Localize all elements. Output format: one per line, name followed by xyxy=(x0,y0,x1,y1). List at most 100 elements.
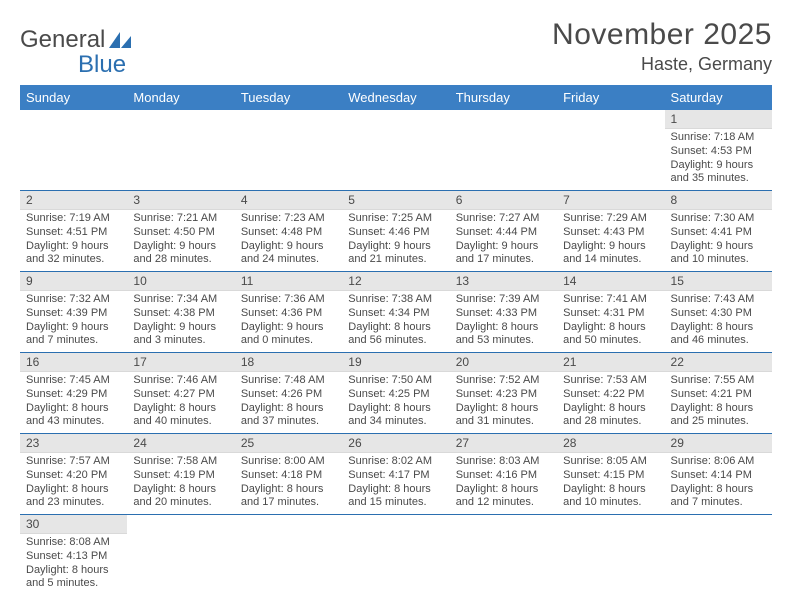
calendar-day-cell: 11Sunrise: 7:36 AMSunset: 4:36 PMDayligh… xyxy=(235,272,342,353)
day-info: Sunrise: 8:02 AMSunset: 4:17 PMDaylight:… xyxy=(342,453,449,514)
sunset-text: Sunset: 4:43 PM xyxy=(563,226,658,240)
sunset-text: Sunset: 4:18 PM xyxy=(241,469,336,483)
weekday-header: Thursday xyxy=(450,85,557,110)
sunrise-text: Sunrise: 7:27 AM xyxy=(456,212,551,226)
calendar-day-cell: 8Sunrise: 7:30 AMSunset: 4:41 PMDaylight… xyxy=(665,191,772,272)
daylight-text: Daylight: 8 hours and 34 minutes. xyxy=(348,402,443,430)
day-number: 11 xyxy=(235,272,342,291)
sunrise-text: Sunrise: 7:30 AM xyxy=(671,212,766,226)
calendar-day-cell: 7Sunrise: 7:29 AMSunset: 4:43 PMDaylight… xyxy=(557,191,664,272)
day-number: 18 xyxy=(235,353,342,372)
daylight-text: Daylight: 8 hours and 37 minutes. xyxy=(241,402,336,430)
daylight-text: Daylight: 8 hours and 43 minutes. xyxy=(26,402,121,430)
day-number: 14 xyxy=(557,272,664,291)
day-number: 19 xyxy=(342,353,449,372)
daylight-text: Daylight: 9 hours and 17 minutes. xyxy=(456,240,551,268)
sunset-text: Sunset: 4:46 PM xyxy=(348,226,443,240)
calendar-day-cell: 19Sunrise: 7:50 AMSunset: 4:25 PMDayligh… xyxy=(342,353,449,434)
day-number: 25 xyxy=(235,434,342,453)
day-info: Sunrise: 8:06 AMSunset: 4:14 PMDaylight:… xyxy=(665,453,772,514)
calendar-week-row: 9Sunrise: 7:32 AMSunset: 4:39 PMDaylight… xyxy=(20,272,772,353)
day-number: 6 xyxy=(450,191,557,210)
day-number: 15 xyxy=(665,272,772,291)
daylight-text: Daylight: 9 hours and 3 minutes. xyxy=(133,321,228,349)
day-info: Sunrise: 7:43 AMSunset: 4:30 PMDaylight:… xyxy=(665,291,772,352)
daylight-text: Daylight: 8 hours and 10 minutes. xyxy=(563,483,658,511)
sunrise-text: Sunrise: 7:39 AM xyxy=(456,293,551,307)
sunset-text: Sunset: 4:30 PM xyxy=(671,307,766,321)
day-number: 16 xyxy=(20,353,127,372)
sunrise-text: Sunrise: 7:55 AM xyxy=(671,374,766,388)
calendar-day-cell: 9Sunrise: 7:32 AMSunset: 4:39 PMDaylight… xyxy=(20,272,127,353)
calendar-empty-cell xyxy=(450,110,557,191)
sunset-text: Sunset: 4:36 PM xyxy=(241,307,336,321)
sunrise-text: Sunrise: 8:03 AM xyxy=(456,455,551,469)
sunrise-text: Sunrise: 7:53 AM xyxy=(563,374,658,388)
day-info: Sunrise: 7:18 AMSunset: 4:53 PMDaylight:… xyxy=(665,129,772,190)
daylight-text: Daylight: 8 hours and 50 minutes. xyxy=(563,321,658,349)
weekday-header: Monday xyxy=(127,85,234,110)
daylight-text: Daylight: 9 hours and 28 minutes. xyxy=(133,240,228,268)
sunrise-text: Sunrise: 7:45 AM xyxy=(26,374,121,388)
calendar-day-cell: 25Sunrise: 8:00 AMSunset: 4:18 PMDayligh… xyxy=(235,434,342,515)
sunrise-text: Sunrise: 7:46 AM xyxy=(133,374,228,388)
daylight-text: Daylight: 8 hours and 56 minutes. xyxy=(348,321,443,349)
calendar-day-cell: 30Sunrise: 8:08 AMSunset: 4:13 PMDayligh… xyxy=(20,515,127,596)
sunset-text: Sunset: 4:33 PM xyxy=(456,307,551,321)
sunset-text: Sunset: 4:48 PM xyxy=(241,226,336,240)
daylight-text: Daylight: 8 hours and 12 minutes. xyxy=(456,483,551,511)
calendar-week-row: 2Sunrise: 7:19 AMSunset: 4:51 PMDaylight… xyxy=(20,191,772,272)
daylight-text: Daylight: 8 hours and 20 minutes. xyxy=(133,483,228,511)
calendar-empty-cell xyxy=(342,515,449,596)
calendar-day-cell: 22Sunrise: 7:55 AMSunset: 4:21 PMDayligh… xyxy=(665,353,772,434)
day-info: Sunrise: 7:23 AMSunset: 4:48 PMDaylight:… xyxy=(235,210,342,271)
sunrise-text: Sunrise: 7:52 AM xyxy=(456,374,551,388)
day-number: 26 xyxy=(342,434,449,453)
day-number: 9 xyxy=(20,272,127,291)
day-info: Sunrise: 7:41 AMSunset: 4:31 PMDaylight:… xyxy=(557,291,664,352)
day-number: 10 xyxy=(127,272,234,291)
sunset-text: Sunset: 4:44 PM xyxy=(456,226,551,240)
calendar-body: 1Sunrise: 7:18 AMSunset: 4:53 PMDaylight… xyxy=(20,110,772,595)
daylight-text: Daylight: 9 hours and 32 minutes. xyxy=(26,240,121,268)
day-info: Sunrise: 7:38 AMSunset: 4:34 PMDaylight:… xyxy=(342,291,449,352)
calendar-day-cell: 2Sunrise: 7:19 AMSunset: 4:51 PMDaylight… xyxy=(20,191,127,272)
calendar-page: General November 2025 Haste, Germany Blu… xyxy=(0,0,792,595)
calendar-table: SundayMondayTuesdayWednesdayThursdayFrid… xyxy=(20,85,772,595)
calendar-empty-cell xyxy=(127,110,234,191)
day-info: Sunrise: 7:30 AMSunset: 4:41 PMDaylight:… xyxy=(665,210,772,271)
sunset-text: Sunset: 4:22 PM xyxy=(563,388,658,402)
calendar-day-cell: 15Sunrise: 7:43 AMSunset: 4:30 PMDayligh… xyxy=(665,272,772,353)
sunrise-text: Sunrise: 7:41 AM xyxy=(563,293,658,307)
sunrise-text: Sunrise: 7:34 AM xyxy=(133,293,228,307)
daylight-text: Daylight: 9 hours and 14 minutes. xyxy=(563,240,658,268)
daylight-text: Daylight: 8 hours and 40 minutes. xyxy=(133,402,228,430)
sunrise-text: Sunrise: 7:19 AM xyxy=(26,212,121,226)
day-info: Sunrise: 7:29 AMSunset: 4:43 PMDaylight:… xyxy=(557,210,664,271)
daylight-text: Daylight: 9 hours and 10 minutes. xyxy=(671,240,766,268)
day-info: Sunrise: 7:34 AMSunset: 4:38 PMDaylight:… xyxy=(127,291,234,352)
sunset-text: Sunset: 4:41 PM xyxy=(671,226,766,240)
day-number: 17 xyxy=(127,353,234,372)
sunrise-text: Sunrise: 7:50 AM xyxy=(348,374,443,388)
sunrise-text: Sunrise: 7:23 AM xyxy=(241,212,336,226)
sunset-text: Sunset: 4:50 PM xyxy=(133,226,228,240)
calendar-week-row: 30Sunrise: 8:08 AMSunset: 4:13 PMDayligh… xyxy=(20,515,772,596)
day-number: 22 xyxy=(665,353,772,372)
sunset-text: Sunset: 4:27 PM xyxy=(133,388,228,402)
day-info: Sunrise: 7:58 AMSunset: 4:19 PMDaylight:… xyxy=(127,453,234,514)
sunrise-text: Sunrise: 7:32 AM xyxy=(26,293,121,307)
daylight-text: Daylight: 8 hours and 25 minutes. xyxy=(671,402,766,430)
day-info: Sunrise: 7:55 AMSunset: 4:21 PMDaylight:… xyxy=(665,372,772,433)
calendar-day-cell: 20Sunrise: 7:52 AMSunset: 4:23 PMDayligh… xyxy=(450,353,557,434)
day-info: Sunrise: 7:39 AMSunset: 4:33 PMDaylight:… xyxy=(450,291,557,352)
logo: General xyxy=(20,18,133,54)
location: Haste, Germany xyxy=(552,54,772,75)
page-header: General November 2025 Haste, Germany xyxy=(20,18,772,75)
sunrise-text: Sunrise: 7:43 AM xyxy=(671,293,766,307)
calendar-day-cell: 1Sunrise: 7:18 AMSunset: 4:53 PMDaylight… xyxy=(665,110,772,191)
sunrise-text: Sunrise: 7:18 AM xyxy=(671,131,766,145)
calendar-day-cell: 5Sunrise: 7:25 AMSunset: 4:46 PMDaylight… xyxy=(342,191,449,272)
day-info: Sunrise: 7:25 AMSunset: 4:46 PMDaylight:… xyxy=(342,210,449,271)
daylight-text: Daylight: 8 hours and 15 minutes. xyxy=(348,483,443,511)
